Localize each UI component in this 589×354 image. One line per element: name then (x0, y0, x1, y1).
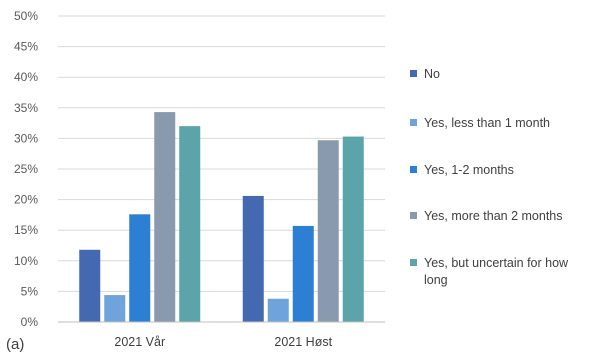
y-tick-label: 0% (21, 315, 39, 329)
bar (292, 225, 314, 322)
legend-label: Yes, less than 1 month (424, 116, 550, 130)
y-tick-label: 45% (14, 40, 38, 54)
bars (79, 112, 364, 322)
bar (104, 295, 126, 322)
legend-swatch (410, 259, 417, 266)
bar (129, 214, 151, 322)
y-tick-label: 25% (14, 162, 38, 176)
legend-label: Yes, more than 2 months (424, 209, 563, 223)
y-tick-label: 35% (14, 101, 38, 115)
legend-swatch (410, 70, 417, 77)
legend-label: Yes, but uncertain for how long (424, 256, 569, 287)
y-tick-label: 5% (21, 284, 39, 298)
legend-swatch (410, 166, 417, 173)
bar (342, 136, 364, 322)
y-tick-label: 50% (14, 9, 38, 23)
x-tick-label: 2021 Høst (274, 335, 332, 349)
bar (154, 112, 176, 322)
y-tick-label: 30% (14, 131, 38, 145)
bar (267, 298, 289, 322)
bar (242, 195, 264, 322)
legend-swatch (410, 119, 417, 126)
legend-label: No (424, 67, 440, 81)
bar (179, 126, 201, 322)
legend: No Yes, less than 1 month Yes, 1-2 months Y… (410, 67, 569, 287)
x-axis: 2021 Vår 2021 Høst (58, 321, 385, 349)
x-tick-label: 2021 Vår (114, 335, 165, 349)
legend-label: Yes, 1-2 months (424, 163, 514, 177)
y-axis-ticks: 0% 5% 10% 15% 20% 25% 30% 35% 40% 45% 50% (14, 9, 38, 329)
legend-swatch (410, 212, 417, 219)
gridlines (58, 15, 385, 292)
y-tick-label: 10% (14, 254, 38, 268)
bar (79, 249, 101, 322)
panel-label: (a) (6, 336, 24, 353)
bar (317, 140, 339, 322)
y-tick-label: 15% (14, 223, 38, 237)
y-tick-label: 40% (14, 70, 38, 84)
y-tick-label: 20% (14, 193, 38, 207)
